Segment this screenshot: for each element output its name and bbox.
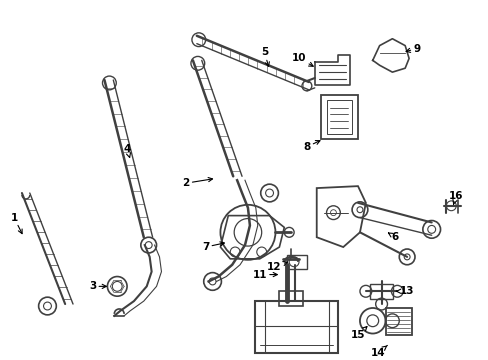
Text: 2: 2 <box>182 177 212 188</box>
Text: 7: 7 <box>202 242 224 252</box>
Text: 10: 10 <box>291 53 313 66</box>
Text: 3: 3 <box>89 282 106 291</box>
Text: 16: 16 <box>448 191 463 204</box>
Text: 14: 14 <box>369 345 386 358</box>
Text: 4: 4 <box>123 144 130 157</box>
Text: 9: 9 <box>405 44 420 54</box>
Text: 6: 6 <box>387 232 398 242</box>
Text: 15: 15 <box>350 327 366 341</box>
Text: 11: 11 <box>252 270 277 280</box>
Text: 8: 8 <box>303 140 319 152</box>
Text: 12: 12 <box>266 262 287 272</box>
Text: 13: 13 <box>396 286 413 296</box>
Text: 1: 1 <box>10 212 22 234</box>
Text: 5: 5 <box>261 48 269 66</box>
